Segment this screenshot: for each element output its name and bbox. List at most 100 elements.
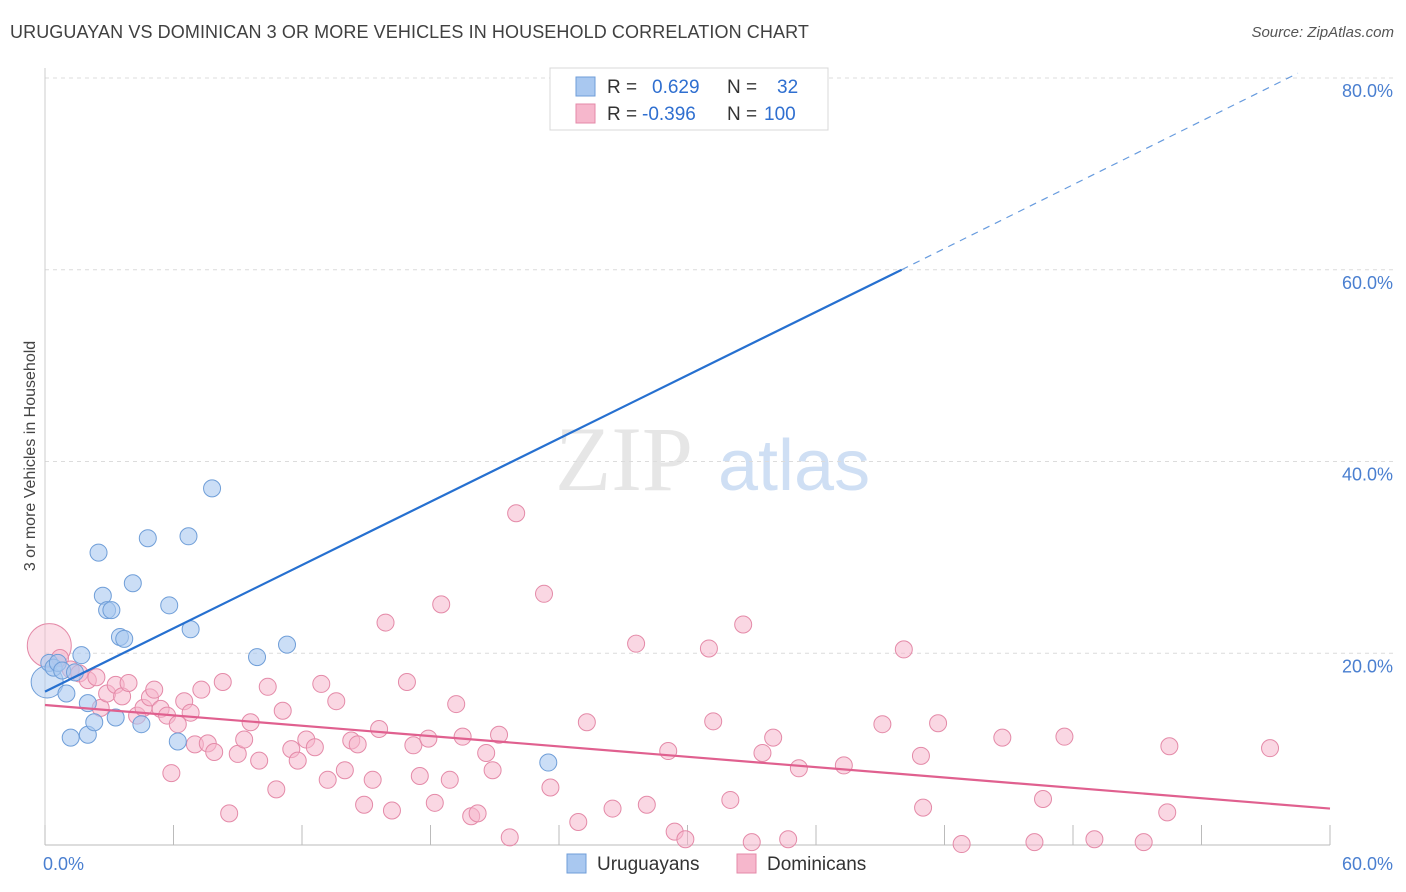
- legend-n-value-2: 100: [764, 104, 796, 125]
- dominicans-point-66: [541, 778, 560, 797]
- y-tick-label-0: 20.0%: [1342, 656, 1393, 676]
- uruguayans-point-15: [102, 601, 121, 620]
- dominicans-point-30: [250, 751, 269, 770]
- dominicans-point-69: [603, 799, 622, 818]
- x-tick-labels: 0.0% 60.0%: [43, 854, 1393, 874]
- dominicans-point-82: [779, 830, 798, 849]
- uruguayans-trendline-extension: [901, 72, 1299, 271]
- dominicans-point-33: [273, 701, 292, 720]
- series-legend: Uruguayans Dominicans: [566, 853, 866, 875]
- dominicans-point-31: [258, 677, 277, 696]
- dominicans-point-68: [577, 713, 596, 732]
- uruguayans-point-28: [278, 635, 297, 654]
- dominicans-point-74: [676, 830, 695, 849]
- dominicans-point-85: [873, 715, 892, 734]
- uruguayans-point-26: [203, 479, 222, 498]
- dominicans-points: [26, 504, 1280, 854]
- uruguayans-point-22: [160, 596, 179, 615]
- y-axis-label: 3 or more Vehicles in Household: [22, 341, 39, 571]
- dominicans-point-41: [335, 761, 354, 780]
- legend-n-value-1: 32: [777, 77, 798, 98]
- dominicans-point-98: [1160, 737, 1179, 756]
- uruguayans-point-19: [123, 574, 142, 593]
- dominicans-point-89: [929, 714, 948, 733]
- dominicans-point-70: [627, 634, 646, 653]
- dominicans-point-39: [318, 770, 337, 789]
- legend-r-label-2: R =: [607, 104, 637, 125]
- dominicans-point-43: [348, 735, 367, 754]
- dominicans-point-54: [432, 595, 451, 614]
- dominicans-point-47: [376, 613, 395, 632]
- uruguayans-point-18: [115, 629, 134, 648]
- y-tick-label-2: 60.0%: [1342, 273, 1393, 293]
- dominicans-point-83: [789, 759, 808, 778]
- dominicans-point-95: [1085, 830, 1104, 849]
- trendlines: [44, 72, 1331, 810]
- uruguayans-trendline: [44, 268, 903, 693]
- dominicans-point-17: [162, 764, 181, 783]
- legend-n-label-2: N =: [727, 104, 757, 125]
- dominicans-point-93: [1034, 789, 1053, 808]
- dominicans-point-35: [288, 751, 307, 770]
- legend-r-label-1: R =: [607, 77, 637, 98]
- dominicans-point-40: [327, 692, 346, 711]
- dominicans-point-81: [764, 728, 783, 747]
- dominicans-point-56: [447, 695, 466, 714]
- dominicans-point-94: [1055, 727, 1074, 746]
- bottom-legend-uruguayans-swatch: [566, 853, 587, 874]
- dominicans-point-14: [145, 680, 164, 699]
- legend-r-value-2: -0.396: [642, 104, 696, 125]
- dominicans-point-50: [404, 736, 423, 755]
- dominicans-point-55: [440, 770, 459, 789]
- dominicans-point-63: [500, 828, 519, 847]
- bottom-legend-uruguayans: Uruguayans: [597, 854, 699, 875]
- bottom-legend-dominicans: Dominicans: [767, 854, 866, 875]
- dominicans-point-62: [490, 725, 509, 744]
- dominicans-trendline: [44, 703, 1331, 810]
- dominicans-point-91: [993, 728, 1012, 747]
- dominicans-point-72: [659, 742, 678, 761]
- dominicans-point-92: [1025, 833, 1044, 852]
- uruguayans-point-6: [61, 728, 80, 747]
- dominicans-point-90: [952, 835, 971, 854]
- dominicans-point-45: [363, 770, 382, 789]
- source-credit: Source: ZipAtlas.com: [1251, 24, 1394, 41]
- dominicans-point-79: [742, 833, 761, 852]
- dominicans-point-87: [914, 798, 933, 817]
- dominicans-point-49: [397, 673, 416, 692]
- stats-legend: R = 0.629 N = 32 R = -0.396 N = 100: [549, 67, 829, 131]
- dominicans-point-51: [410, 766, 429, 785]
- uruguayans-point-29: [539, 753, 558, 772]
- uruguayans-point-8: [72, 646, 91, 665]
- dominicans-point-48: [382, 801, 401, 820]
- legend-r-value-1: 0.629: [652, 77, 700, 98]
- y-tick-labels: 20.0% 40.0% 60.0% 80.0%: [1342, 81, 1393, 676]
- uruguayans-point-27: [248, 648, 267, 667]
- dominicans-point-61: [483, 761, 502, 780]
- dominicans-point-77: [721, 790, 740, 809]
- uruguayans-point-24: [179, 527, 198, 546]
- y-tick-label-1: 40.0%: [1342, 465, 1393, 485]
- dominicans-point-26: [220, 804, 239, 823]
- x-tick-label-0: 0.0%: [43, 854, 84, 874]
- dominicans-point-67: [569, 812, 588, 831]
- dominicans-point-96: [1134, 833, 1153, 852]
- dominicans-point-99: [1261, 739, 1280, 758]
- legend-n-label-1: N =: [727, 77, 757, 98]
- dominicans-point-75: [699, 639, 718, 658]
- uruguayans-point-21: [138, 529, 157, 548]
- dominicans-point-46: [370, 719, 389, 738]
- dominicans-point-20: [181, 703, 200, 722]
- uruguayans-point-16: [106, 708, 125, 727]
- dominicans-point-59: [468, 804, 487, 823]
- dominicans-point-24: [205, 743, 224, 762]
- dominicans-point-57: [453, 727, 472, 746]
- watermark-zip: ZIP: [555, 408, 693, 510]
- dominicans-point-38: [312, 674, 331, 693]
- dominicans-point-5: [87, 668, 106, 687]
- dominicans-point-76: [704, 712, 723, 731]
- stats-legend-box: [549, 67, 829, 131]
- dominicans-point-44: [355, 795, 374, 814]
- dominicans-point-88: [911, 746, 930, 765]
